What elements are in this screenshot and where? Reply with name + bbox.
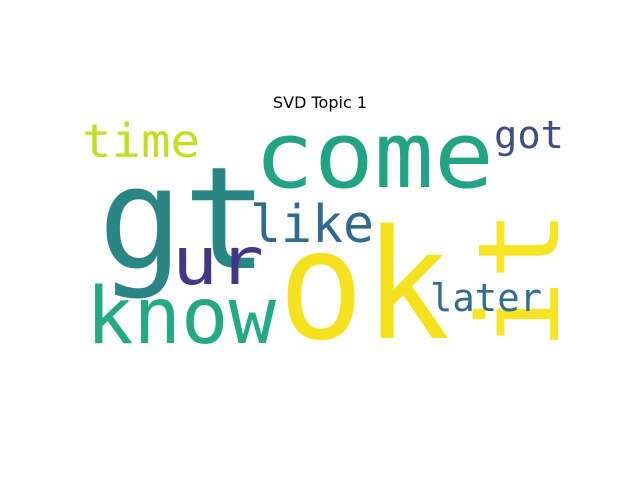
word-got: got <box>494 113 564 157</box>
word-time: time <box>82 114 200 168</box>
word-know: know <box>86 272 276 362</box>
word-it: it <box>455 210 585 350</box>
word-like: like <box>250 195 374 255</box>
word-later: later <box>430 276 542 320</box>
chart-title: SVD Topic 1 <box>272 93 367 112</box>
word-ok: ok <box>278 197 450 374</box>
word-come: come <box>254 102 494 209</box>
word-ur: ur <box>172 223 264 300</box>
word-gt: gt <box>98 137 268 302</box>
